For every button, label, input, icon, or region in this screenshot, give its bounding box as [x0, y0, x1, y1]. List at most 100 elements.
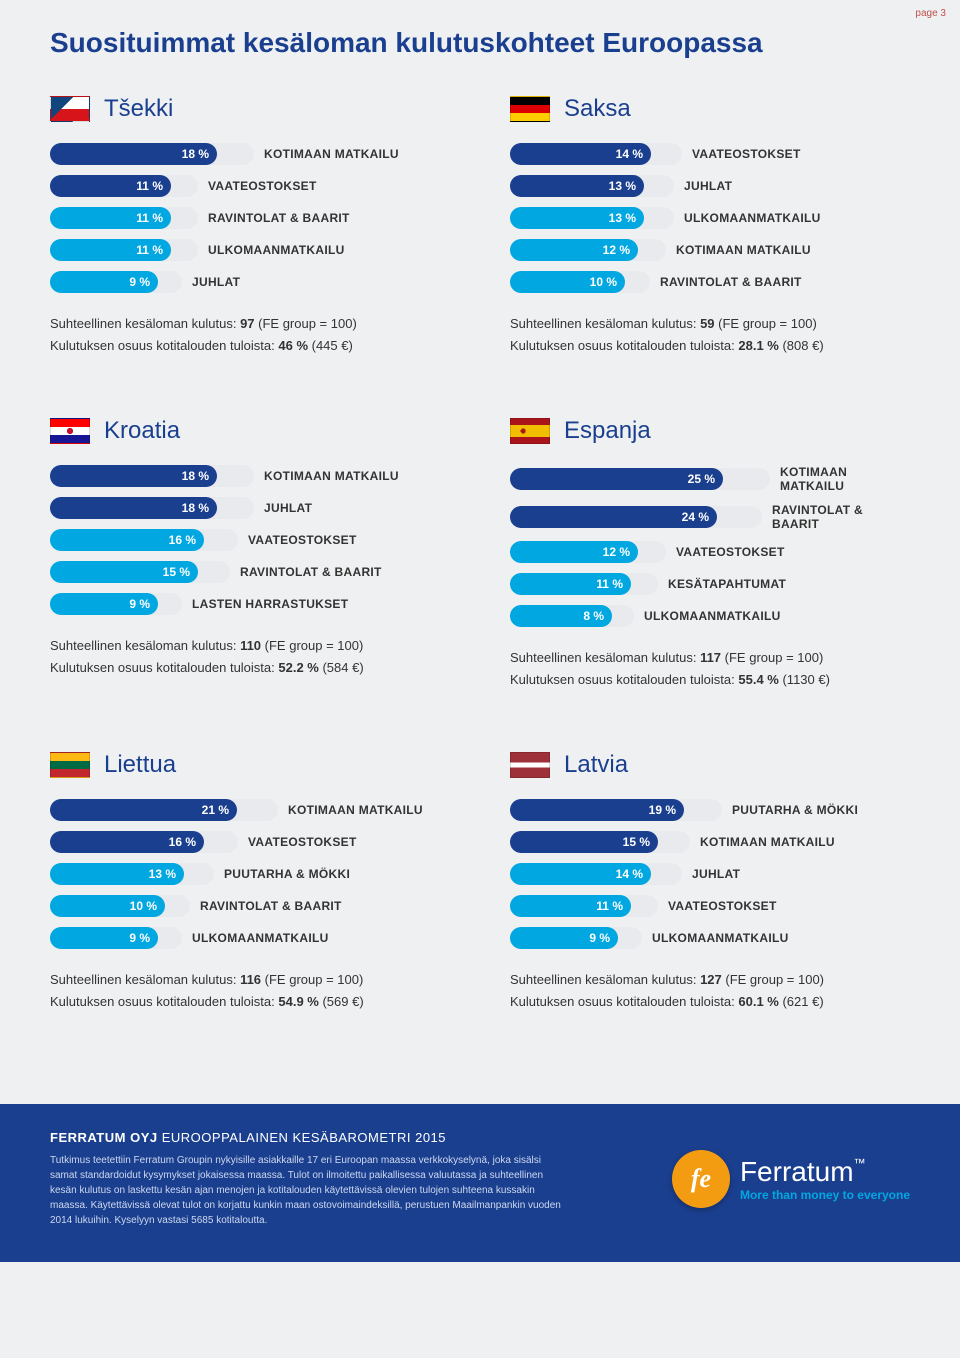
- bar-track: 11 %: [50, 207, 198, 229]
- bar-row: 11 % KESÄTAPAHTUMAT: [510, 573, 910, 595]
- bar-row: 13 %ULKOMAANMATKAILU: [510, 207, 910, 229]
- brand-tm: ™: [854, 1156, 866, 1170]
- bar-track: 11 %: [510, 573, 658, 595]
- bar-label: VAATEOSTOKSET: [248, 533, 357, 547]
- bar-fill: 16 %: [50, 529, 204, 551]
- bar-row: 8 % ULKOMAANMATKAILU: [510, 605, 910, 627]
- bar-label: RAVINTOLAT & BAARIT: [772, 503, 910, 531]
- country-block: Saksa14 %VAATEOSTOKSET13 %JUHLAT13 %ULKO…: [510, 95, 910, 357]
- bar-label: RAVINTOLAT & BAARIT: [240, 565, 382, 579]
- bar-fill: 11 %: [510, 573, 631, 595]
- bar-track: 21 %: [50, 799, 278, 821]
- country-header: Tšekki: [50, 95, 450, 123]
- country-summary: Suhteellinen kesäloman kulutus: 59 (FE g…: [510, 313, 910, 357]
- bar-track: 18 %: [50, 465, 254, 487]
- country-name: Liettua: [104, 751, 176, 779]
- bar-pct: 21 %: [202, 803, 229, 817]
- bar-fill: 11 %: [50, 175, 171, 197]
- country-grid: Tšekki18 %KOTIMAAN MATKAILU11 %VAATEOSTO…: [0, 95, 960, 1064]
- country-summary: Suhteellinen kesäloman kulutus: 116 (FE …: [50, 969, 450, 1013]
- country-header: Latvia: [510, 751, 910, 779]
- bar-track: 15 %: [510, 831, 690, 853]
- bar-fill: 8 %: [510, 605, 612, 627]
- bar-fill: 11 %: [50, 207, 171, 229]
- bar-label: JUHLAT: [684, 179, 732, 193]
- bar-pct: 18 %: [182, 147, 209, 161]
- summary-line-1: Suhteellinen kesäloman kulutus: 117 (FE …: [510, 647, 910, 669]
- summary-line-2: Kulutuksen osuus kotitalouden tuloista: …: [50, 335, 450, 357]
- footer-body: Tutkimus teetettiin Ferratum Groupin nyk…: [50, 1153, 570, 1228]
- bar-pct: 9 %: [589, 931, 610, 945]
- bar-row: 14 % JUHLAT: [510, 863, 910, 885]
- bar-track: 11 %: [50, 175, 198, 197]
- bar-track: 14 %: [510, 863, 682, 885]
- bar-label: PUUTARHA & MÖKKI: [224, 867, 350, 881]
- country-header: Liettua: [50, 751, 450, 779]
- bar-fill: 16 %: [50, 831, 204, 853]
- bar-label: VAATEOSTOKSET: [248, 835, 357, 849]
- bar-label: ULKOMAANMATKAILU: [684, 211, 821, 225]
- bar-label: KESÄTAPAHTUMAT: [668, 577, 786, 591]
- bar-fill: 18 %: [50, 465, 217, 487]
- bar-track: 10 %: [510, 271, 650, 293]
- footer: FERRATUM OYJ EUROOPPALAINEN KESÄBAROMETR…: [0, 1104, 960, 1262]
- bar-track: 15 %: [50, 561, 230, 583]
- bar-row: 15 % RAVINTOLAT & BAARIT: [50, 561, 450, 583]
- bar-label: JUHLAT: [692, 867, 740, 881]
- country-summary: Suhteellinen kesäloman kulutus: 127 (FE …: [510, 969, 910, 1013]
- bar-label: JUHLAT: [264, 501, 312, 515]
- bar-fill: 25 %: [510, 468, 723, 490]
- bar-row: 11 %VAATEOSTOKSET: [510, 895, 910, 917]
- bar-track: 8 %: [510, 605, 634, 627]
- brand-name: Ferratum™: [740, 1156, 910, 1188]
- flag-icon: [510, 418, 550, 444]
- bar-label: ULKOMAANMATKAILU: [208, 243, 345, 257]
- bar-label: VAATEOSTOKSET: [676, 545, 785, 559]
- bar-label: ULKOMAANMATKAILU: [652, 931, 789, 945]
- country-name: Saksa: [564, 95, 631, 123]
- bar-fill: 10 %: [510, 271, 625, 293]
- country-name: Latvia: [564, 751, 628, 779]
- bar-fill: 12 %: [510, 239, 638, 261]
- footer-heading: FERRATUM OYJ EUROOPPALAINEN KESÄBAROMETR…: [50, 1130, 632, 1145]
- bar-track: 10 %: [50, 895, 190, 917]
- bar-pct: 12 %: [603, 545, 630, 559]
- bar-label: RAVINTOLAT & BAARIT: [200, 899, 342, 913]
- bar-label: PUUTARHA & MÖKKI: [732, 803, 858, 817]
- bar-label: KOTIMAAN MATKAILU: [676, 243, 811, 257]
- country-block: Tšekki18 %KOTIMAAN MATKAILU11 %VAATEOSTO…: [50, 95, 450, 357]
- country-block: Liettua21 %KOTIMAAN MATKAILU16 %VAATEOST…: [50, 751, 450, 1013]
- bar-fill: 21 %: [50, 799, 237, 821]
- bar-pct: 18 %: [182, 469, 209, 483]
- bar-track: 11 %: [50, 239, 198, 261]
- bar-list: 21 %KOTIMAAN MATKAILU16 %VAATEOSTOKSET13…: [50, 799, 450, 949]
- bar-row: 18 %KOTIMAAN MATKAILU: [50, 143, 450, 165]
- bar-track: 16 %: [50, 831, 238, 853]
- bar-pct: 16 %: [169, 835, 196, 849]
- bar-pct: 14 %: [616, 147, 643, 161]
- summary-line-2: Kulutuksen osuus kotitalouden tuloista: …: [510, 335, 910, 357]
- footer-text: FERRATUM OYJ EUROOPPALAINEN KESÄBAROMETR…: [50, 1130, 632, 1228]
- bar-fill: 14 %: [510, 863, 651, 885]
- bar-pct: 18 %: [182, 501, 209, 515]
- logo-icon: fe: [672, 1150, 730, 1208]
- country-header: Espanja: [510, 417, 910, 445]
- bar-pct: 14 %: [616, 867, 643, 881]
- bar-row: 18 %KOTIMAAN MATKAILU: [50, 465, 450, 487]
- bar-list: 18 %KOTIMAAN MATKAILU18 %JUHLAT16 %VAATE…: [50, 465, 450, 615]
- bar-pct: 9 %: [129, 931, 150, 945]
- summary-line-2: Kulutuksen osuus kotitalouden tuloista: …: [50, 991, 450, 1013]
- page-title: Suosituimmat kesäloman kulutuskohteet Eu…: [0, 19, 960, 95]
- bar-fill: 12 %: [510, 541, 638, 563]
- bar-label: ULKOMAANMATKAILU: [644, 609, 781, 623]
- bar-track: 9 %: [50, 927, 182, 949]
- flag-icon: [50, 96, 90, 122]
- bar-row: 13 %PUUTARHA & MÖKKI: [50, 863, 450, 885]
- bar-pct: 11 %: [136, 179, 163, 193]
- bar-fill: 11 %: [50, 239, 171, 261]
- bar-pct: 16 %: [169, 533, 196, 547]
- bar-row: 16 % VAATEOSTOKSET: [50, 529, 450, 551]
- bar-pct: 9 %: [129, 597, 150, 611]
- bar-track: 25 %: [510, 468, 770, 490]
- country-block: Espanja25 %KOTIMAAN MATKAILU24 %RAVINTOL…: [510, 417, 910, 691]
